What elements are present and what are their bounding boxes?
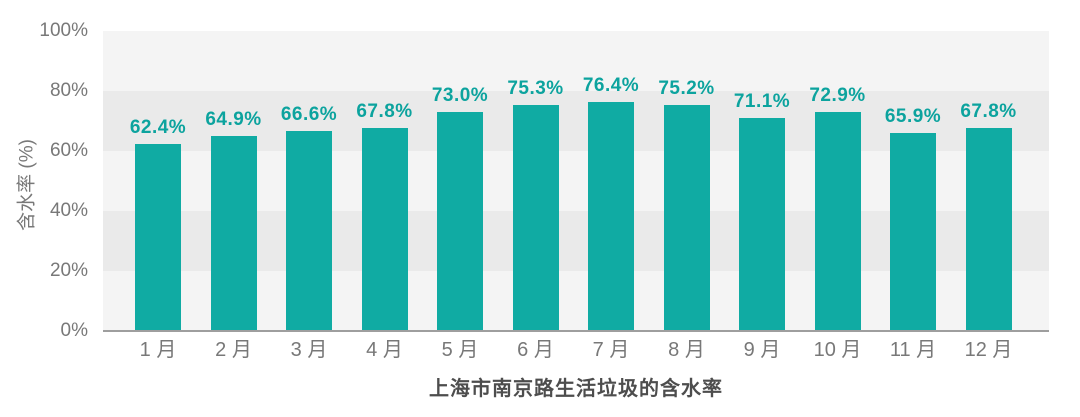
x-tick-label: 9 月 bbox=[743, 339, 781, 361]
y-tick-label: 100% bbox=[39, 20, 88, 41]
bar-10月 bbox=[814, 112, 861, 331]
bar-value-label: 62.4% bbox=[129, 116, 187, 138]
bar-value-label: 75.2% bbox=[658, 78, 715, 100]
bar-value-label: 76.4% bbox=[582, 74, 640, 96]
bar-value-label: 75.3% bbox=[507, 78, 564, 100]
x-tick-label: 6 月 bbox=[517, 339, 554, 361]
bar-value-label: 67.8% bbox=[356, 100, 413, 122]
x-tick-label: 12 月 bbox=[964, 339, 1013, 361]
bar-value-label: 64.9% bbox=[205, 109, 262, 131]
bar-value-label: 67.8% bbox=[960, 100, 1017, 122]
bar-3月 bbox=[286, 131, 332, 331]
bar-11月 bbox=[890, 133, 936, 331]
x-tick-label: 10 月 bbox=[813, 339, 862, 361]
y-tick-label: 20% bbox=[49, 260, 88, 281]
bar-4月 bbox=[361, 127, 408, 331]
bar-9月 bbox=[739, 117, 785, 331]
x-tick-label: 4 月 bbox=[366, 339, 403, 361]
bar-value-label: 65.9% bbox=[884, 106, 942, 128]
bar-value-label: 71.1% bbox=[733, 90, 791, 112]
y-tick-label: 0% bbox=[60, 320, 88, 341]
x-tick-label: 5 月 bbox=[441, 339, 479, 361]
bar-5月 bbox=[437, 112, 483, 331]
x-tick-label: 2 月 bbox=[215, 339, 252, 361]
x-tick-label: 1 月 bbox=[139, 339, 177, 361]
y-tick-label: 60% bbox=[49, 140, 88, 161]
bar-7月 bbox=[588, 101, 634, 331]
chart-title: 上海市南京路生活垃圾的含水率 bbox=[429, 378, 723, 400]
bar-2月 bbox=[210, 136, 257, 331]
plot-area: 62.4% 64.9% 66.6% 67.8% 73.0% 75.3% 76.4% 75.2%… bbox=[103, 31, 1049, 331]
x-tick-label: 8 月 bbox=[668, 339, 705, 361]
bar-1月 bbox=[135, 143, 181, 331]
y-tick-label: 40% bbox=[49, 200, 88, 221]
bar-12月 bbox=[965, 127, 1012, 331]
x-tick-label: 11 月 bbox=[889, 339, 937, 361]
x-axis-line bbox=[103, 330, 1049, 332]
y-tick-label: 80% bbox=[49, 80, 88, 101]
x-tick-label: 3 月 bbox=[290, 339, 328, 361]
plot-background-band bbox=[103, 31, 1049, 91]
bar-value-label: 66.6% bbox=[280, 104, 338, 126]
x-tick-label: 7 月 bbox=[592, 339, 630, 361]
bar-value-label: 72.9% bbox=[809, 85, 866, 107]
bar-8月 bbox=[663, 105, 710, 331]
bar-value-label: 73.0% bbox=[431, 85, 489, 106]
bar-6月 bbox=[512, 105, 559, 331]
